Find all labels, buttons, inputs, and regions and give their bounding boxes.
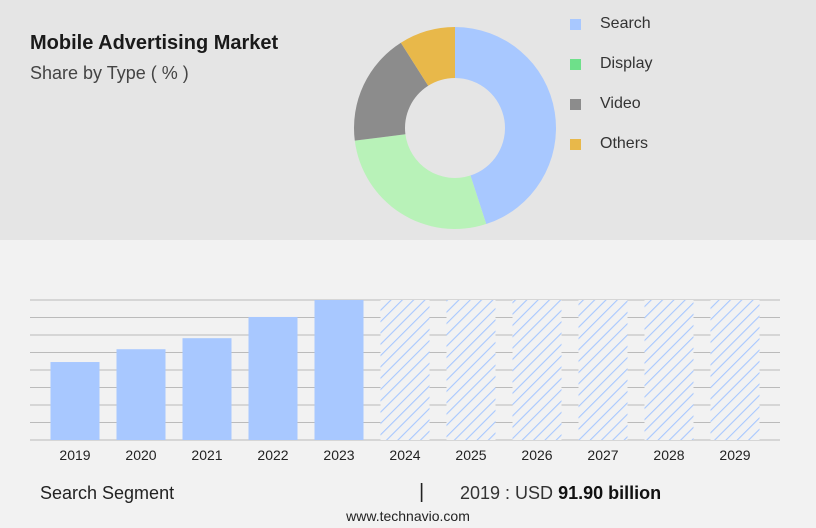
x-tick-label: 2023 <box>323 447 354 463</box>
bar-2023 <box>314 300 364 440</box>
footer-divider: | <box>419 481 425 503</box>
bar-forecast-2026 <box>512 300 562 440</box>
donut-slice-display <box>354 134 487 230</box>
legend-item-search: Search <box>570 14 651 34</box>
x-tick-label: 2027 <box>587 447 618 463</box>
footer-segment: Search Segment <box>40 483 175 503</box>
legend-label-search: Search <box>600 15 651 32</box>
footer-url: www.technavio.com <box>346 508 470 524</box>
footer-value-amount: 91.90 billion <box>558 483 662 503</box>
legend-swatch-others <box>570 138 581 150</box>
legend-label-display: Display <box>600 55 653 72</box>
bar-forecast-2027 <box>578 300 628 440</box>
bar-forecast-2029 <box>710 300 760 440</box>
legend-swatch-display <box>570 58 581 70</box>
footer-year-prefix: 2019 : USD <box>460 483 554 503</box>
legend-swatch-video <box>570 98 581 110</box>
bar-2021 <box>182 338 232 440</box>
legend-item-others: Others <box>570 134 648 154</box>
legend-label-video: Video <box>600 95 641 112</box>
legend-item-video: Video <box>570 94 641 114</box>
bar-2022 <box>248 316 298 440</box>
x-tick-label: 2028 <box>653 447 684 463</box>
legend-label-others: Others <box>600 135 649 152</box>
x-tick-label: 2029 <box>719 447 750 463</box>
x-tick-label: 2025 <box>455 447 486 463</box>
footer-value: 2019 : USD 91.90 billion <box>460 483 661 504</box>
legend-item-display: Display <box>570 54 652 74</box>
chart-subtitle: Share by Type ( % ) <box>30 63 189 83</box>
x-tick-label: 2026 <box>521 447 552 463</box>
bar-2020 <box>116 349 166 440</box>
bar-2019 <box>50 362 100 440</box>
x-tick-label: 2019 <box>59 447 90 463</box>
x-tick-label: 2021 <box>191 447 222 463</box>
donut-slice-video <box>354 42 429 141</box>
bar-forecast-2028 <box>644 300 694 440</box>
bar-forecast-2024 <box>380 300 430 440</box>
x-tick-label: 2020 <box>125 447 156 463</box>
x-tick-label: 2022 <box>257 447 288 463</box>
bar-forecast-2025 <box>446 300 496 440</box>
legend-swatch-search <box>570 18 581 30</box>
donut-slice-others <box>400 27 455 86</box>
donut-slice-search <box>455 27 556 225</box>
chart-title: Mobile Advertising Market <box>30 32 279 54</box>
donut-chart <box>354 27 556 230</box>
x-tick-label: 2024 <box>389 447 420 463</box>
